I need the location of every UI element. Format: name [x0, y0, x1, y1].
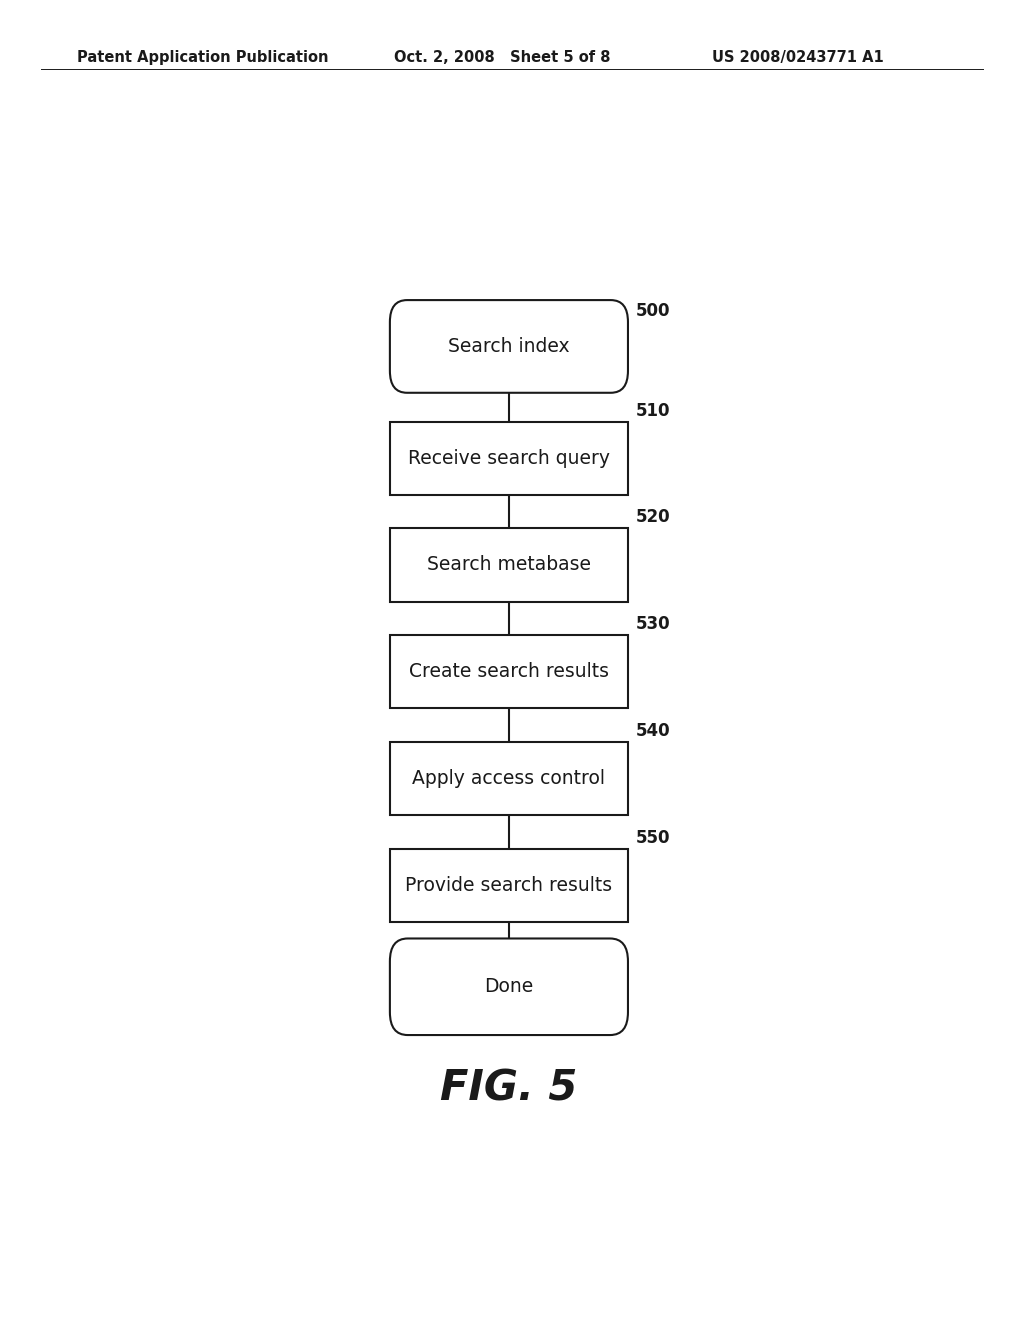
Text: 550: 550	[636, 829, 671, 846]
Text: 510: 510	[636, 401, 671, 420]
Text: FIG. 5: FIG. 5	[440, 1068, 578, 1109]
Bar	[390, 849, 628, 921]
Text: 540: 540	[636, 722, 671, 739]
Bar	[390, 635, 628, 709]
Text: 530: 530	[636, 615, 671, 634]
Text: Search index: Search index	[449, 337, 569, 356]
Text: Receive search query: Receive search query	[408, 449, 610, 467]
Text: Done: Done	[484, 977, 534, 997]
FancyBboxPatch shape	[390, 300, 628, 393]
Text: Create search results: Create search results	[409, 663, 609, 681]
Bar	[390, 528, 628, 602]
Bar	[390, 421, 628, 495]
Text: 520: 520	[636, 508, 671, 527]
Bar	[390, 742, 628, 814]
Text: Apply access control: Apply access control	[413, 770, 605, 788]
Text: US 2008/0243771 A1: US 2008/0243771 A1	[712, 50, 884, 65]
FancyBboxPatch shape	[390, 939, 628, 1035]
Text: Search metabase: Search metabase	[427, 556, 591, 574]
Text: Patent Application Publication: Patent Application Publication	[77, 50, 329, 65]
Text: 500: 500	[636, 302, 671, 319]
Text: Oct. 2, 2008   Sheet 5 of 8: Oct. 2, 2008 Sheet 5 of 8	[394, 50, 610, 65]
Text: Provide search results: Provide search results	[406, 875, 612, 895]
